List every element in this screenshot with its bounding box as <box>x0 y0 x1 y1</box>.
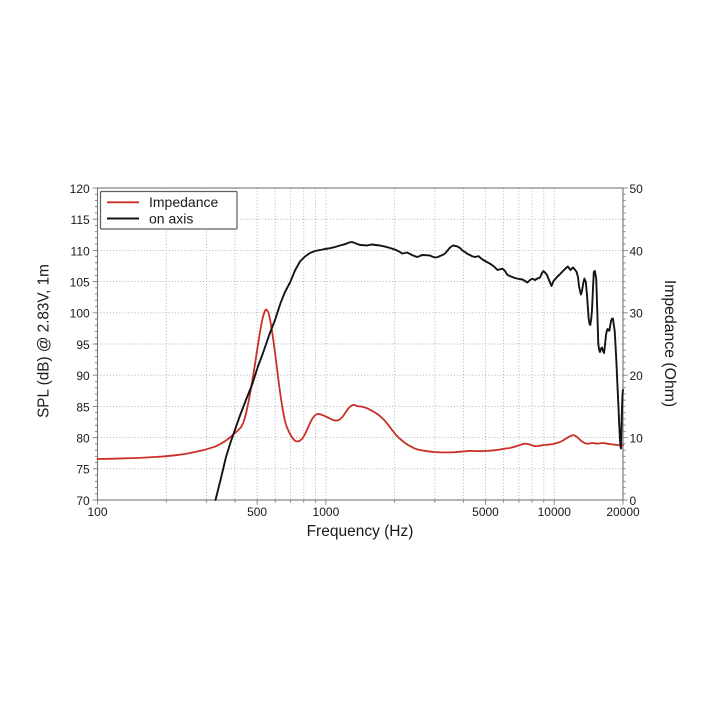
svg-text:75: 75 <box>76 463 90 477</box>
svg-text:120: 120 <box>70 182 90 196</box>
svg-text:90: 90 <box>76 369 90 383</box>
svg-text:10: 10 <box>630 432 644 446</box>
svg-text:40: 40 <box>630 244 644 258</box>
svg-text:105: 105 <box>70 276 90 290</box>
svg-text:Impedance (Ohm): Impedance (Ohm) <box>661 280 678 407</box>
svg-text:100: 100 <box>87 505 107 519</box>
svg-text:0: 0 <box>630 494 637 508</box>
svg-text:95: 95 <box>76 338 90 352</box>
svg-text:50: 50 <box>630 182 644 196</box>
svg-text:10000: 10000 <box>538 505 572 519</box>
svg-text:500: 500 <box>247 505 267 519</box>
svg-text:80: 80 <box>76 432 90 446</box>
svg-text:5000: 5000 <box>472 505 499 519</box>
svg-text:70: 70 <box>76 494 90 508</box>
svg-text:110: 110 <box>71 244 90 258</box>
svg-text:20: 20 <box>630 369 644 383</box>
svg-text:1000: 1000 <box>313 505 340 519</box>
svg-text:115: 115 <box>71 213 90 227</box>
svg-text:20000: 20000 <box>606 505 640 519</box>
svg-text:Impedance: Impedance <box>149 194 218 210</box>
svg-text:Frequency (Hz): Frequency (Hz) <box>307 523 414 540</box>
svg-text:on axis: on axis <box>149 210 193 226</box>
svg-text:100: 100 <box>70 307 90 321</box>
svg-text:30: 30 <box>630 307 644 321</box>
svg-text:85: 85 <box>76 400 90 414</box>
svg-text:SPL (dB) @ 2.83V, 1m: SPL (dB) @ 2.83V, 1m <box>36 264 53 418</box>
